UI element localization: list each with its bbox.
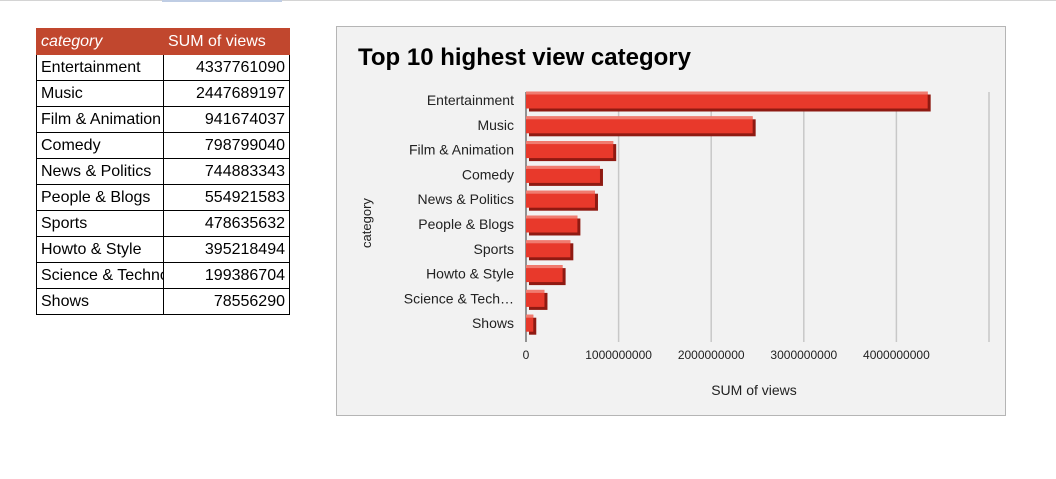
bar-highlight xyxy=(526,116,753,120)
cell-views[interactable]: 4337761090 xyxy=(163,54,290,81)
bar xyxy=(526,91,928,109)
table-row: Entertainment 4337761090 xyxy=(36,54,290,81)
table-row: Science & Technology199386704 xyxy=(36,262,290,289)
cell-category[interactable]: Howto & Style xyxy=(36,236,164,263)
table-row: Sports 478635632 xyxy=(36,210,290,237)
bar-highlight xyxy=(526,190,595,194)
bar-chart[interactable]: Top 10 highest view category Entertainme… xyxy=(336,26,1006,416)
bar-highlight xyxy=(526,141,614,145)
pivot-header-row: category SUM of views xyxy=(36,28,290,55)
cell-views[interactable]: 2447689197 xyxy=(163,80,290,107)
bar-highlight xyxy=(526,215,578,219)
cell-category[interactable]: Entertainment xyxy=(36,54,164,81)
bar xyxy=(526,265,563,283)
category-label: Shows xyxy=(472,315,514,331)
category-label: Music xyxy=(477,117,514,133)
cell-views[interactable]: 554921583 xyxy=(163,184,290,211)
table-row: News & Politics 744883343 xyxy=(36,158,290,185)
cell-views[interactable]: 78556290 xyxy=(163,288,290,315)
pivot-body: Entertainment 4337761090 Music 2447689197 Fi… xyxy=(36,54,290,315)
cell-views[interactable]: 199386704 xyxy=(163,262,290,289)
y-axis-title: category xyxy=(359,198,374,248)
bar xyxy=(526,289,545,307)
cell-views[interactable]: 395218494 xyxy=(163,236,290,263)
category-label: Sports xyxy=(474,241,514,257)
cell-views[interactable]: 941674037 xyxy=(163,106,290,133)
category-label: Howto & Style xyxy=(426,266,514,282)
cell-views[interactable]: 798799040 xyxy=(163,132,290,159)
category-label: News & Politics xyxy=(418,191,514,207)
bar-highlight xyxy=(526,289,545,293)
top-divider xyxy=(0,0,1056,1)
table-row: Shows 78556290 xyxy=(36,288,290,315)
x-tick-label: 4000000000 xyxy=(863,348,930,362)
x-tick-label: 1000000000 xyxy=(585,348,652,362)
cell-views[interactable]: 478635632 xyxy=(163,210,290,237)
cell-category[interactable]: Shows xyxy=(36,288,164,315)
cell-category[interactable]: People & Blogs xyxy=(36,184,164,211)
cell-category[interactable]: Science & Technology xyxy=(36,262,164,289)
table-row: People & Blogs 554921583 xyxy=(36,184,290,211)
x-tick-label: 3000000000 xyxy=(770,348,837,362)
cell-category[interactable]: Film & Animation xyxy=(36,106,164,133)
x-axis-title: SUM of views xyxy=(711,382,797,398)
bar xyxy=(526,215,578,233)
chart-title: Top 10 highest view category xyxy=(358,44,691,71)
cell-category[interactable]: News & Politics xyxy=(36,158,164,185)
column-selection-indicator xyxy=(162,0,282,2)
header-category[interactable]: category xyxy=(36,28,164,55)
category-label: Film & Animation xyxy=(409,142,514,158)
cell-category[interactable]: Music xyxy=(36,80,164,107)
chart-canvas: Entertainment Music Film & Animation Comedy… xyxy=(359,91,990,398)
category-label: Comedy xyxy=(462,166,514,182)
pivot-table: category SUM of views Entertainment 43377… xyxy=(36,28,290,315)
category-label: Science & Tech… xyxy=(404,290,514,306)
bar xyxy=(526,165,600,183)
category-label: Entertainment xyxy=(427,92,514,108)
x-tick-label: 0 xyxy=(523,348,530,362)
bar xyxy=(526,116,753,134)
bar-highlight xyxy=(526,240,571,244)
bar xyxy=(526,141,614,159)
bar-highlight xyxy=(526,314,534,318)
bar xyxy=(526,240,571,258)
cell-category[interactable]: Comedy xyxy=(36,132,164,159)
cell-category[interactable]: Sports xyxy=(36,210,164,237)
table-row: Film & Animation 941674037 xyxy=(36,106,290,133)
bar-highlight xyxy=(526,265,563,269)
table-row: Music 2447689197 xyxy=(36,80,290,107)
header-sum-views[interactable]: SUM of views xyxy=(163,28,290,55)
table-row: Howto & Style 395218494 xyxy=(36,236,290,263)
x-tick-label: 2000000000 xyxy=(678,348,745,362)
bar xyxy=(526,190,595,208)
category-label: People & Blogs xyxy=(418,216,514,232)
bar-highlight xyxy=(526,165,600,169)
bar xyxy=(526,314,534,332)
cell-views[interactable]: 744883343 xyxy=(163,158,290,185)
table-row: Comedy 798799040 xyxy=(36,132,290,159)
bar-highlight xyxy=(526,91,928,95)
